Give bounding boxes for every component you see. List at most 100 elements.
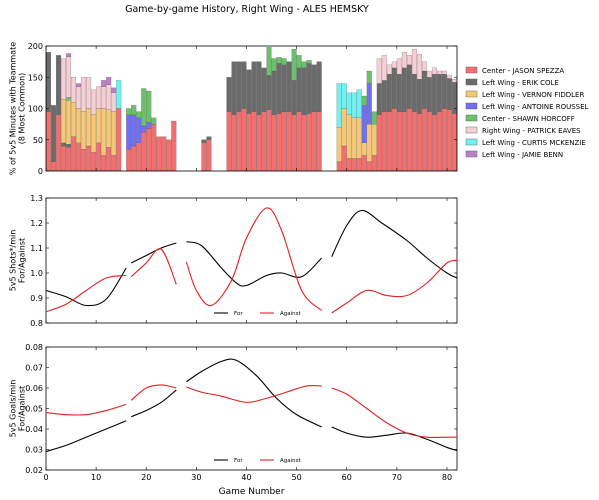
bar-segment xyxy=(86,108,92,147)
bar-segment xyxy=(136,142,142,172)
bar-segment xyxy=(101,155,107,172)
bar-segment xyxy=(171,120,177,172)
bar-segment xyxy=(101,108,107,156)
bar-segment xyxy=(131,114,137,147)
bar-segment xyxy=(426,77,432,112)
bar-segment xyxy=(126,149,132,172)
bar-segment xyxy=(296,111,302,172)
bar-segment xyxy=(411,49,417,75)
y-tick-label: 1.3 xyxy=(30,194,43,203)
chart-title: Game-by-game History, Right Wing - ALES … xyxy=(125,4,369,15)
series-line xyxy=(186,241,323,287)
bar-segment xyxy=(437,111,442,172)
bar-segment xyxy=(51,105,56,162)
legend-swatch xyxy=(465,150,478,158)
y-tick-label: 1.2 xyxy=(30,219,43,228)
bar-segment xyxy=(376,83,382,115)
bar-segment xyxy=(356,158,362,172)
bar-segment xyxy=(406,55,412,65)
y-axis-label: % of 5v5 Minutes with Teammate(8 Most Co… xyxy=(9,42,27,175)
bar-segment xyxy=(91,89,97,115)
series-line xyxy=(130,384,177,401)
bar-segment xyxy=(351,158,357,172)
shots-per-minute-panel: 0.8 0.9 1.0 1.1 1.2 1.3 5v5 Shots*/minFor/Agai… xyxy=(9,194,458,328)
bar-segment xyxy=(226,111,232,172)
y-tick-label: 0.07 xyxy=(25,364,43,373)
series-line xyxy=(331,209,458,279)
x-tick-label: 60 xyxy=(342,473,352,482)
y-tick-label: 0.02 xyxy=(25,466,43,475)
bar-segment xyxy=(406,108,412,172)
series-line xyxy=(130,242,177,264)
legend-label: Against xyxy=(280,458,302,464)
bar-segment xyxy=(291,114,297,172)
bar-segment xyxy=(76,86,82,109)
y-tick-label: 200 xyxy=(28,42,43,51)
bar-segment xyxy=(231,61,237,115)
bar-segment xyxy=(111,155,117,172)
bar-segment xyxy=(431,114,437,172)
series-line xyxy=(186,384,322,403)
legend-label: For xyxy=(234,311,243,317)
y-axis-label: 5v5 Shots*/minFor/Against xyxy=(9,230,27,292)
bar-segment xyxy=(336,83,342,128)
bar-segment xyxy=(271,70,277,115)
bar-segment xyxy=(46,52,51,112)
y-axis-label-line: 5v5 Goals/min xyxy=(9,380,18,438)
bar-segment xyxy=(366,83,372,125)
y-tick-label: 0.03 xyxy=(25,446,43,455)
bar-segment xyxy=(316,61,322,112)
y-tick-label: 150 xyxy=(28,73,43,82)
bar-segment xyxy=(361,95,367,106)
bar-segment xyxy=(141,132,147,172)
legend-swatch xyxy=(465,90,478,98)
legend-label: For xyxy=(234,458,243,464)
bar-segment xyxy=(86,77,92,109)
bar-segment xyxy=(101,80,107,87)
x-tick-label: 80 xyxy=(442,473,452,482)
bar-segment xyxy=(386,74,392,112)
bar-segment xyxy=(371,111,377,125)
legend-label: Against xyxy=(280,311,302,317)
bar-segment xyxy=(361,155,367,172)
legend-swatch xyxy=(465,66,478,74)
y-tick-label: 0.9 xyxy=(30,294,43,303)
bar-segment xyxy=(346,158,352,172)
series-line xyxy=(130,389,177,418)
bar-segment xyxy=(281,58,287,65)
bar-segment xyxy=(381,55,387,81)
x-tick-label: 30 xyxy=(191,473,201,482)
bar-segment xyxy=(256,114,262,172)
bar-segment xyxy=(236,61,242,112)
bar-segment xyxy=(437,70,442,75)
bar-segment xyxy=(66,147,72,172)
bar-segment xyxy=(396,58,402,75)
bar-segment xyxy=(106,84,112,110)
bar-segment xyxy=(296,67,302,112)
bar-segment xyxy=(96,108,102,143)
x-tick-label: 0 xyxy=(43,473,48,482)
bar-segment xyxy=(51,161,56,172)
bar-segment xyxy=(301,114,307,172)
bar-segment xyxy=(231,114,237,172)
bar-segment xyxy=(271,114,277,172)
legend-label: Left Wing - ERIK COLE xyxy=(482,79,559,87)
bar-segment xyxy=(401,67,407,112)
bar-segment xyxy=(447,78,452,110)
bar-segment xyxy=(201,142,207,172)
bar-segment xyxy=(146,128,152,172)
bar-segment xyxy=(101,86,107,109)
legend-label: Center - JASON SPEZZA xyxy=(482,67,564,75)
y-tick-label: 0.8 xyxy=(30,319,43,328)
bar-segment xyxy=(442,70,447,75)
plot-frame xyxy=(45,346,458,471)
series-line xyxy=(45,267,127,307)
bar-segment xyxy=(271,58,277,72)
bar-segment xyxy=(136,111,142,118)
bar-segment xyxy=(226,77,232,112)
bar-segment xyxy=(452,79,457,83)
bar-segment xyxy=(391,61,397,68)
bar-segment xyxy=(246,69,252,114)
bar-segment xyxy=(66,144,72,148)
bar-segment xyxy=(126,114,132,150)
